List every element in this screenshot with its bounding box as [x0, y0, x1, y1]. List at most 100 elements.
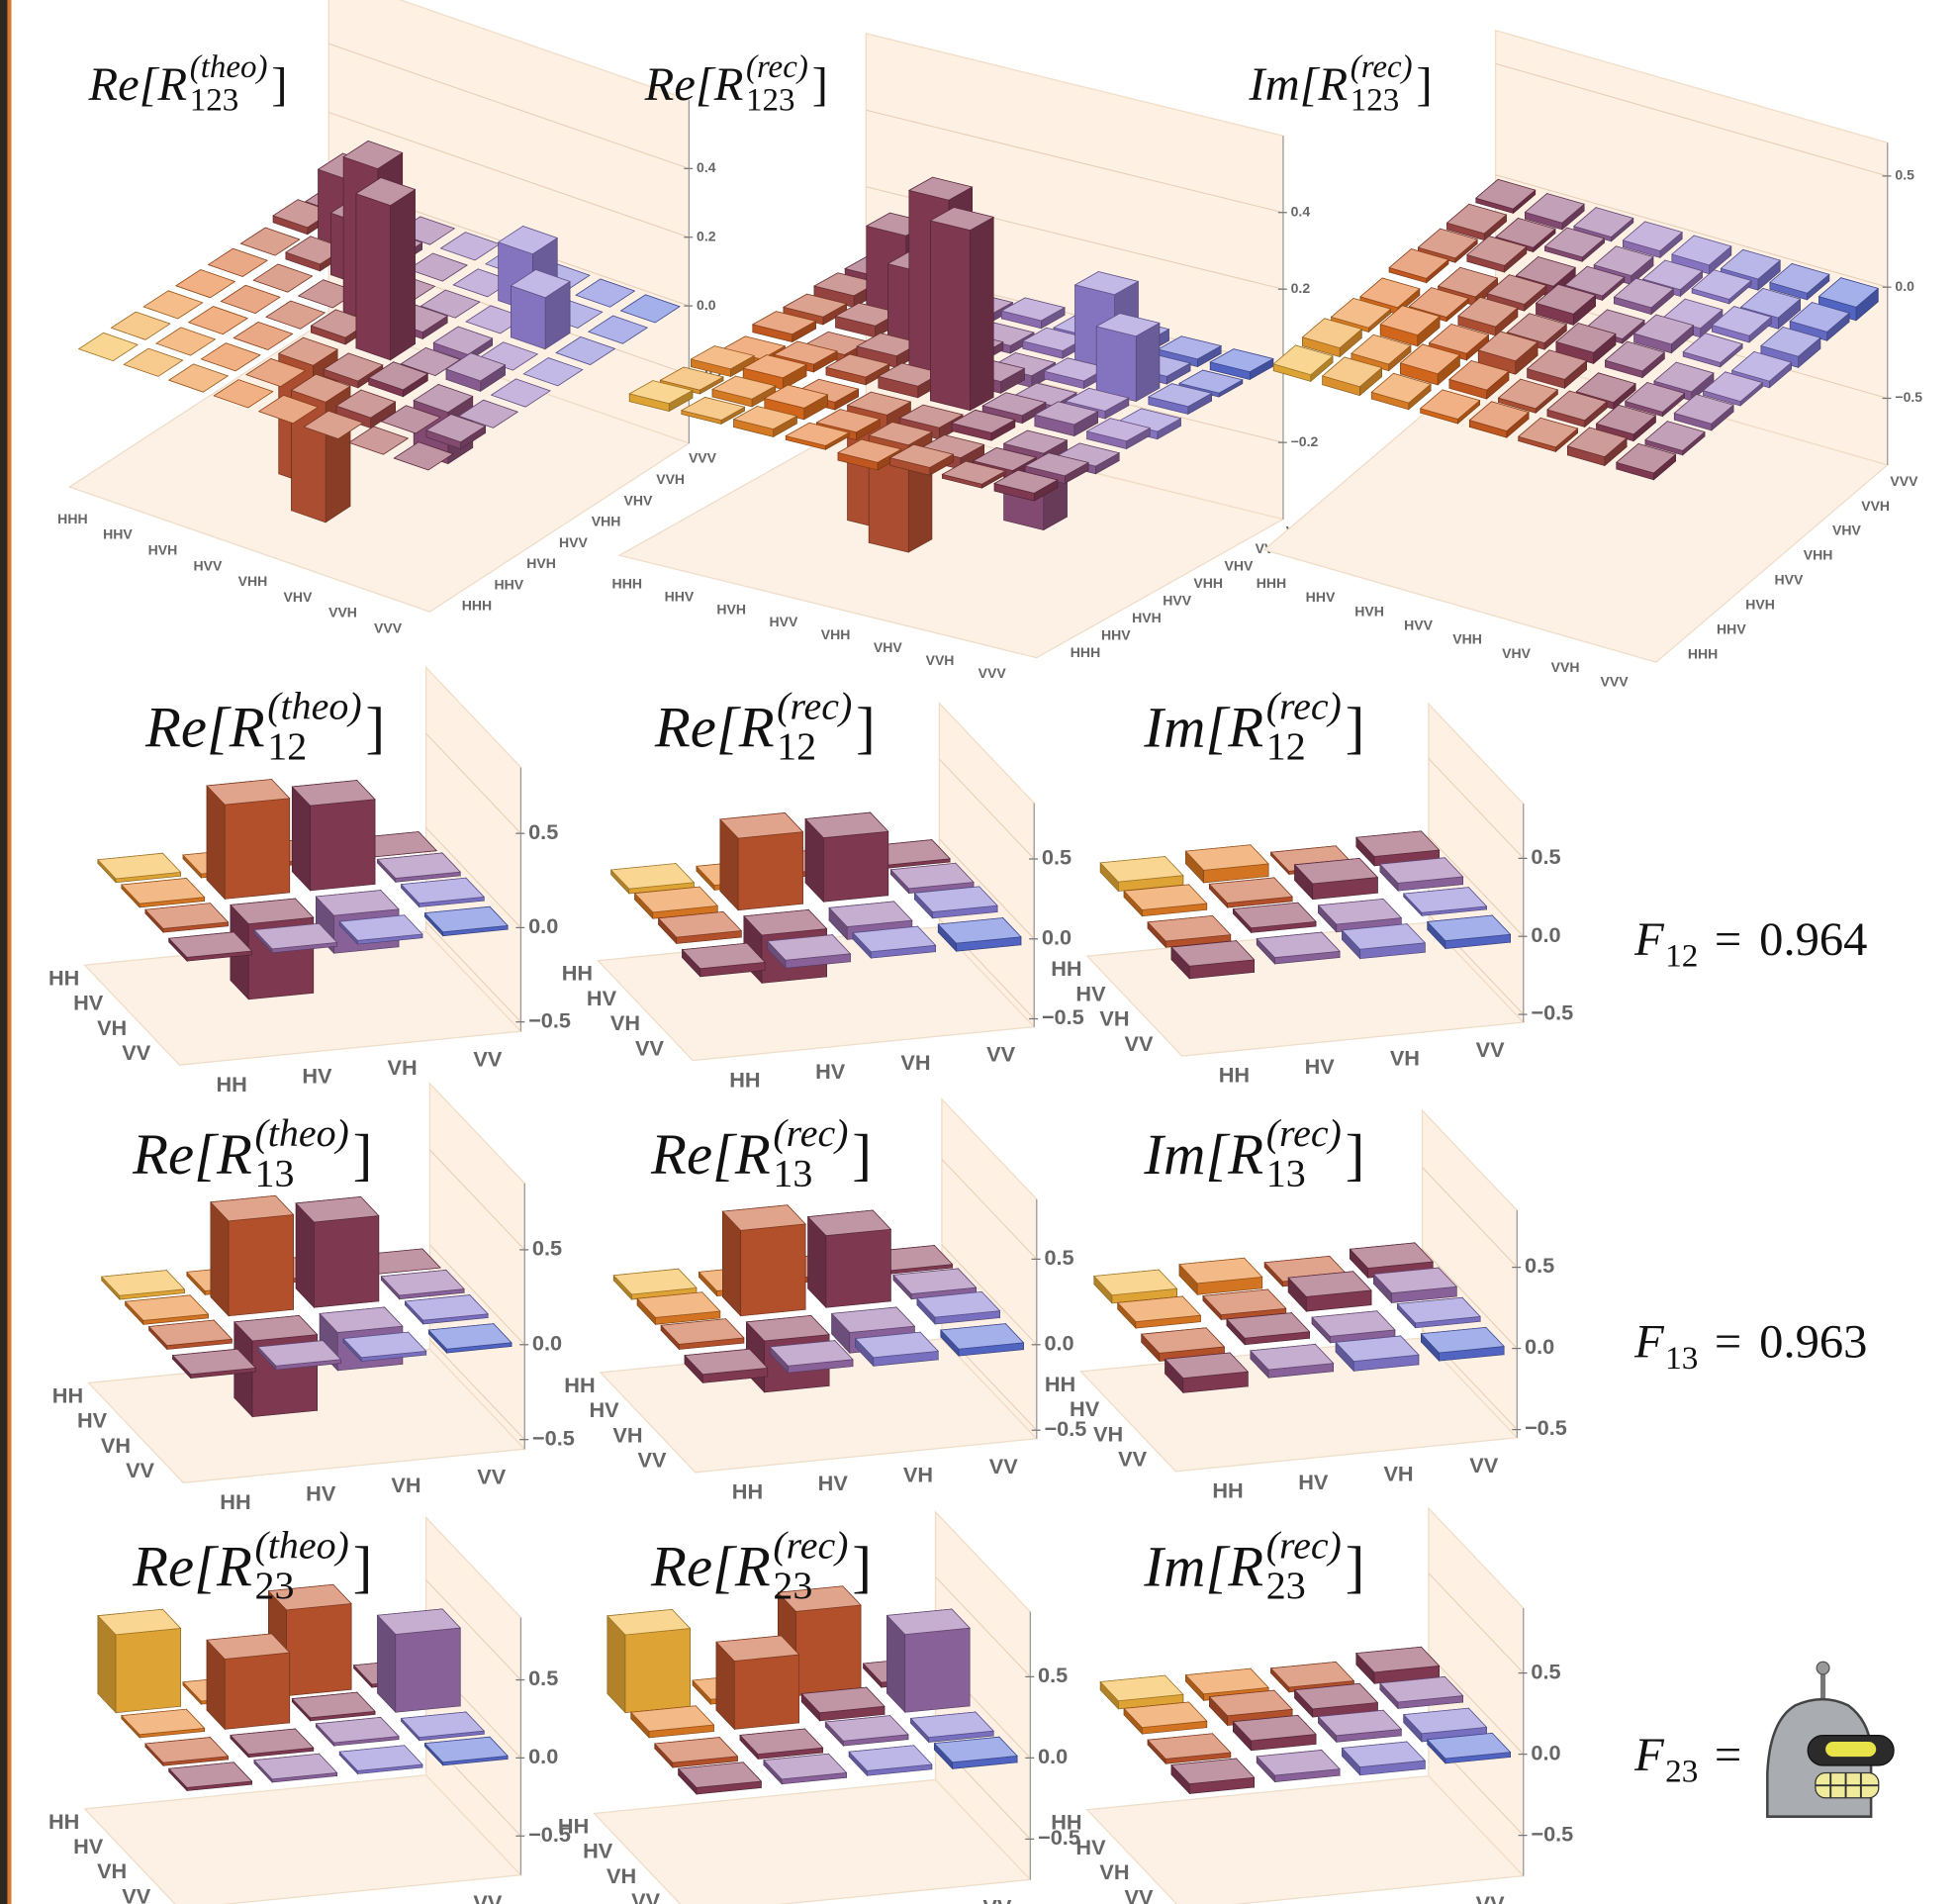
title-subscript: 12	[777, 724, 816, 768]
y-category-label: HHV	[1717, 621, 1746, 637]
x-category-label: HHH	[612, 576, 642, 592]
title-superscript: (theo)	[254, 1524, 348, 1568]
bar-side	[734, 1655, 798, 1729]
z-tick-label: 0.4	[697, 159, 716, 175]
bar	[1165, 1353, 1249, 1392]
y-category-label: HV	[589, 1397, 619, 1422]
z-tick-label: 0.0	[1531, 1740, 1560, 1764]
z-tick-label: −0.5	[532, 1425, 575, 1450]
y-category-label: HHV	[494, 577, 523, 593]
x-category-label: HV	[1305, 1054, 1336, 1079]
fidelity-name: F	[1633, 1729, 1664, 1781]
x-category-label: VVV	[1601, 673, 1630, 689]
z-tick-label: 0.5	[1895, 167, 1914, 183]
fidelity-relation: =	[1715, 1729, 1741, 1781]
fidelity-relation: =	[1715, 1316, 1741, 1369]
title-superscript: (rec)	[1266, 685, 1342, 728]
x-category-label: HV	[306, 1481, 336, 1506]
z-tick-label: −0.5	[528, 1007, 571, 1032]
y-category-label: HH	[562, 961, 593, 986]
bar-side	[1096, 327, 1136, 402]
bar	[1356, 1647, 1440, 1683]
x-category-label: VHV	[284, 589, 314, 605]
title-subscript: 23	[254, 1564, 294, 1607]
title-subscript: 12	[1266, 724, 1306, 768]
title-bracket: ]	[852, 1122, 872, 1187]
title-main: Re[R	[132, 1122, 252, 1187]
y-category-label: VVH	[656, 471, 685, 487]
x-category-label: VH	[1383, 1462, 1413, 1486]
bar	[716, 1636, 799, 1729]
title-bracket: ]	[856, 696, 876, 760]
z-tick-label: 0.5	[1531, 1659, 1560, 1683]
bar	[720, 812, 803, 909]
fidelity-relation: =	[1715, 913, 1741, 966]
y-category-label: HHV	[1101, 627, 1131, 643]
bar	[607, 1609, 691, 1712]
x-category-label: HVH	[1354, 603, 1384, 619]
bar-side	[356, 194, 391, 360]
x-category-label: VHV	[1502, 645, 1532, 661]
y-category-label: HVH	[1132, 610, 1162, 625]
bar-side	[229, 1214, 294, 1315]
x-category-label: VH	[1390, 1899, 1420, 1904]
title-main: Re[R	[650, 1535, 771, 1599]
y-category-label: HV	[587, 986, 617, 1010]
z-tick-label: −0.5	[1531, 1000, 1573, 1025]
z-tick-label: 0.5	[1042, 845, 1072, 870]
title-bracket: ]	[1346, 1122, 1365, 1187]
fidelity-subscript: 12	[1665, 939, 1698, 975]
y-category-label: VV	[1125, 1885, 1155, 1904]
bar-side	[826, 1229, 890, 1307]
bar-side	[211, 1202, 229, 1316]
y-category-label: VHH	[1193, 575, 1223, 591]
y-category-label: VV	[1125, 1031, 1155, 1056]
title-bracket: ]	[1417, 58, 1433, 111]
x-category-label: VVH	[926, 652, 955, 668]
bar	[207, 780, 290, 900]
x-category-label: VVH	[1551, 659, 1580, 675]
bar	[356, 178, 416, 360]
y-category-label: VH	[606, 1863, 636, 1888]
y-category-label: HVV	[1163, 593, 1192, 609]
z-tick-label: 0.0	[528, 913, 558, 938]
x-category-label: VHV	[874, 639, 903, 655]
y-category-label: HVV	[559, 534, 589, 550]
bar-side	[396, 1628, 460, 1712]
x-category-label: VHH	[1452, 631, 1482, 647]
x-category-label: VH	[391, 1473, 420, 1497]
x-category-label: HHH	[1257, 575, 1286, 591]
z-tick-label: 0.0	[697, 297, 716, 313]
z-tick-label: 0.0	[528, 1744, 558, 1768]
bar-side	[314, 1216, 378, 1308]
title-main: Im[R	[1143, 1535, 1263, 1599]
y-category-label: VV	[638, 1448, 668, 1473]
x-category-label: HV	[815, 1059, 846, 1084]
y-category-label: HV	[77, 1408, 108, 1433]
x-category-label: HH	[732, 1479, 763, 1504]
x-category-label: VVH	[328, 605, 357, 620]
title-subscript: 13	[1266, 1152, 1306, 1195]
x-category-label: HH	[1212, 1478, 1243, 1503]
x-category-label: VH	[900, 1050, 930, 1075]
z-tick-label: 0.0	[1531, 922, 1560, 947]
x-category-label: HV	[1298, 1470, 1329, 1494]
x-category-label: HVH	[148, 542, 178, 558]
bar	[296, 1196, 379, 1307]
title-main: Re[R	[144, 696, 265, 760]
z-tick-label: 0.0	[532, 1331, 562, 1356]
y-category-label: VH	[1093, 1421, 1123, 1446]
bar	[869, 423, 932, 553]
bar-side	[225, 799, 290, 900]
title-superscript: (rec)	[777, 685, 852, 728]
z-tick-label: 0.5	[1044, 1245, 1073, 1270]
y-category-label: VV	[122, 1040, 151, 1065]
z-tick-label: 0.2	[697, 228, 716, 243]
bar-side	[625, 1629, 691, 1713]
bar-side	[391, 190, 416, 360]
x-category-label: HV	[818, 1471, 849, 1495]
bar	[1171, 941, 1255, 979]
x-category-label: VV	[477, 1465, 507, 1489]
x-category-label: HVV	[1404, 618, 1434, 633]
title-subscript: 23	[773, 1564, 812, 1607]
